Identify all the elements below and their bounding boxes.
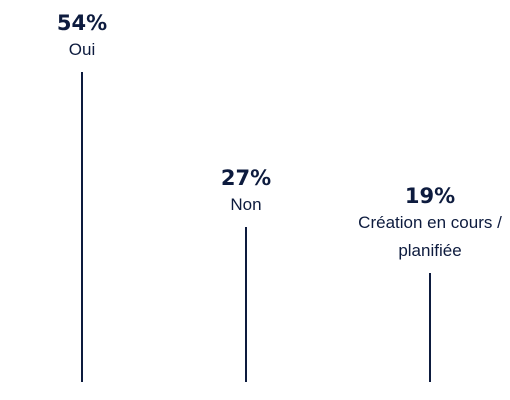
value-label: 54% (56, 11, 108, 35)
bar-group: 19% Création en cours / planifiée (342, 183, 510, 382)
category-label: Création en cours / planifiée (358, 212, 502, 260)
stem (429, 272, 431, 382)
stem (245, 227, 247, 382)
stem (81, 72, 83, 382)
value-label: 19% (404, 183, 456, 208)
category-label: Non (230, 195, 262, 214)
category-label: Oui (68, 40, 96, 59)
value-label: 27% (220, 166, 272, 190)
bar-group: 54% Oui (0, 10, 170, 382)
bar-group: 27% Non (158, 165, 334, 382)
